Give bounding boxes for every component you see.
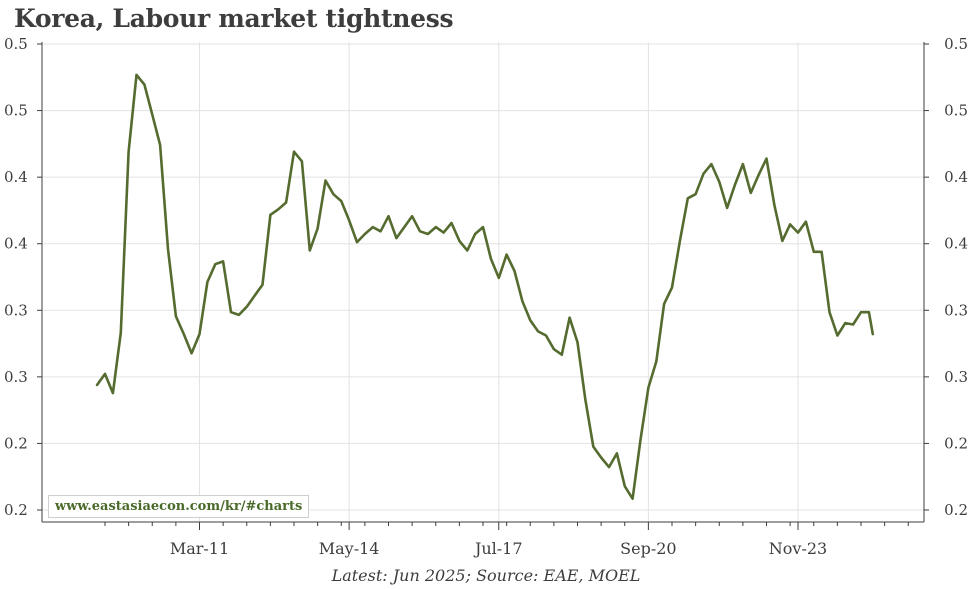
y-tick-label-left: 0.4 [4, 235, 28, 253]
watermark-link[interactable]: www.eastasiaecon.com/kr/#charts [48, 495, 310, 518]
y-tick-label-left: 0.5 [4, 102, 28, 120]
series-layer [95, 73, 875, 501]
x-tick-label: Sep-20 [620, 539, 676, 558]
y-tick-label-left: 0.4 [4, 168, 28, 186]
y-tick-label-right: 0.3 [944, 368, 968, 386]
x-tick-label: Nov-23 [769, 539, 827, 558]
x-tick-label: May-14 [319, 539, 380, 558]
y-tick-label-left: 0.2 [4, 434, 28, 452]
x-tick-label: Jul-17 [473, 539, 523, 558]
y-tick-label-right: 0.4 [944, 235, 968, 253]
y-tick-label-right: 0.2 [944, 501, 968, 519]
series-line [95, 73, 875, 501]
y-tick-label-left: 0.2 [4, 501, 28, 519]
y-tick-label-left: 0.3 [4, 368, 28, 386]
y-tick-label-right: 0.4 [944, 168, 968, 186]
grid-lines [42, 42, 924, 522]
source-note: Latest: Jun 2025; Source: EAE, MOEL [331, 566, 641, 585]
y-tick-label-right: 0.5 [944, 35, 968, 53]
y-tick-label-left: 0.5 [4, 35, 28, 53]
y-tick-label-right: 0.3 [944, 301, 968, 319]
y-tick-label-left: 0.3 [4, 301, 28, 319]
tick-marks [37, 43, 929, 530]
chart-title: Korea, Labour market tightness [14, 4, 454, 33]
axes [41, 42, 925, 523]
y-tick-label-right: 0.5 [944, 102, 968, 120]
x-tick-label: Mar-11 [170, 539, 229, 558]
y-tick-label-right: 0.2 [944, 434, 968, 452]
tick-labels: 0.5 0.5 0.5 0.5 0.4 0.4 0.4 0.4 0.3 0.3 0.3 0.3 0.2 0… [4, 35, 968, 558]
